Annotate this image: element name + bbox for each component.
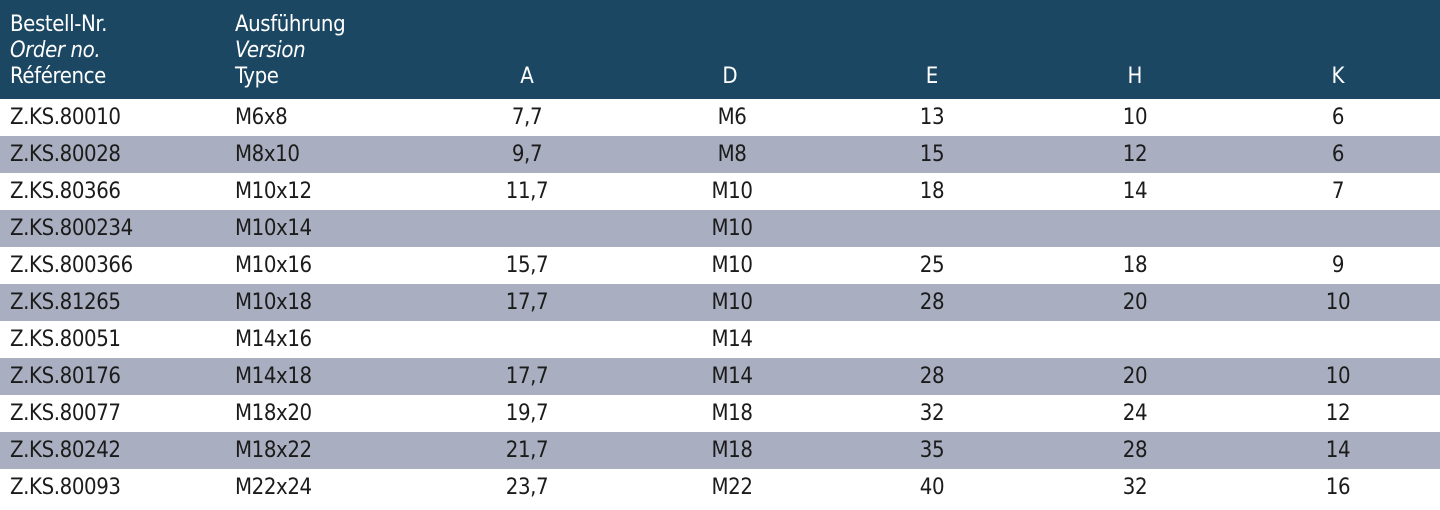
cell-d: M10 bbox=[711, 290, 753, 315]
cell-k: 16 bbox=[1325, 475, 1351, 500]
table-body: Z.KS.80010 M6x8 7,7 M6 13 10 6 Z.KS.80028 M8x10 9… bbox=[0, 99, 1440, 506]
table-row: Z.KS.80176 M14x18 17,7 M14 28 20 10 bbox=[0, 358, 1440, 395]
cell-h: 24 bbox=[1122, 401, 1148, 426]
table-row: Z.KS.80051 M14x16 M14 bbox=[0, 321, 1440, 358]
cell-e: 28 bbox=[919, 290, 945, 315]
cell-e: 40 bbox=[919, 475, 945, 500]
cell-version: M8x10 bbox=[235, 142, 300, 167]
table-header: Bestell-Nr. Order no. Référence Ausführu… bbox=[0, 0, 1440, 99]
cell-a: 19,7 bbox=[505, 401, 549, 426]
cell-d: M18 bbox=[711, 438, 753, 463]
cell-k: 6 bbox=[1331, 105, 1345, 130]
cell-d: M6 bbox=[717, 105, 747, 130]
cell-order-no: Z.KS.800366 bbox=[10, 253, 133, 278]
cell-h: 14 bbox=[1122, 179, 1148, 204]
cell-a: 17,7 bbox=[505, 290, 549, 315]
table-row: Z.KS.81265 M10x18 17,7 M10 28 20 10 bbox=[0, 284, 1440, 321]
table-row: Z.KS.80093 M22x24 23,7 M22 40 32 16 bbox=[0, 469, 1440, 506]
cell-d: M10 bbox=[711, 216, 753, 241]
cell-h: 20 bbox=[1122, 364, 1148, 389]
cell-version: M18x22 bbox=[235, 438, 312, 463]
header-version-fr: Type bbox=[235, 64, 279, 89]
cell-e: 25 bbox=[919, 253, 945, 278]
header-version-en: Version bbox=[235, 38, 306, 63]
cell-h: 18 bbox=[1122, 253, 1148, 278]
cell-version: M10x12 bbox=[235, 179, 312, 204]
table-row: Z.KS.800234 M10x14 M10 bbox=[0, 210, 1440, 247]
cell-k: 7 bbox=[1331, 179, 1345, 204]
header-col-k: K bbox=[1331, 64, 1345, 89]
cell-order-no: Z.KS.80366 bbox=[10, 179, 121, 204]
cell-order-no: Z.KS.800234 bbox=[10, 216, 133, 241]
cell-e: 15 bbox=[919, 142, 945, 167]
cell-d: M14 bbox=[711, 327, 753, 352]
table-row: Z.KS.80077 M18x20 19,7 M18 32 24 12 bbox=[0, 395, 1440, 432]
cell-order-no: Z.KS.80242 bbox=[10, 438, 121, 463]
cell-a: 9,7 bbox=[511, 142, 543, 167]
cell-a: 21,7 bbox=[505, 438, 549, 463]
cell-k: 6 bbox=[1331, 142, 1345, 167]
cell-k: 10 bbox=[1325, 290, 1351, 315]
cell-h: 32 bbox=[1122, 475, 1148, 500]
cell-e: 28 bbox=[919, 364, 945, 389]
cell-k: 9 bbox=[1331, 253, 1345, 278]
cell-version: M10x14 bbox=[235, 216, 312, 241]
cell-d: M10 bbox=[711, 253, 753, 278]
cell-h: 20 bbox=[1122, 290, 1148, 315]
cell-k: 12 bbox=[1325, 401, 1351, 426]
cell-h: 10 bbox=[1122, 105, 1148, 130]
table-row: Z.KS.80028 M8x10 9,7 M8 15 12 6 bbox=[0, 136, 1440, 173]
cell-e: 35 bbox=[919, 438, 945, 463]
cell-a: 7,7 bbox=[511, 105, 543, 130]
cell-a: 11,7 bbox=[505, 179, 549, 204]
table-row: Z.KS.80010 M6x8 7,7 M6 13 10 6 bbox=[0, 99, 1440, 136]
header-col-h: H bbox=[1127, 64, 1143, 89]
table-row: Z.KS.80366 M10x12 11,7 M10 18 14 7 bbox=[0, 173, 1440, 210]
cell-order-no: Z.KS.80176 bbox=[10, 364, 121, 389]
cell-e: 18 bbox=[919, 179, 945, 204]
header-col-e: E bbox=[925, 64, 939, 89]
cell-version: M18x20 bbox=[235, 401, 312, 426]
header-order-en: Order no. bbox=[10, 38, 101, 63]
cell-version: M14x18 bbox=[235, 364, 312, 389]
cell-version: M10x18 bbox=[235, 290, 312, 315]
cell-h: 12 bbox=[1122, 142, 1148, 167]
cell-d: M18 bbox=[711, 401, 753, 426]
cell-a: 23,7 bbox=[505, 475, 549, 500]
cell-order-no: Z.KS.80028 bbox=[10, 142, 121, 167]
cell-version: M14x16 bbox=[235, 327, 312, 352]
cell-version: M22x24 bbox=[235, 475, 312, 500]
cell-order-no: Z.KS.80051 bbox=[10, 327, 121, 352]
header-order-fr: Référence bbox=[10, 64, 106, 89]
header-order-de: Bestell-Nr. bbox=[10, 12, 107, 37]
cell-d: M14 bbox=[711, 364, 753, 389]
cell-k: 10 bbox=[1325, 364, 1351, 389]
cell-h: 28 bbox=[1122, 438, 1148, 463]
cell-order-no: Z.KS.80077 bbox=[10, 401, 121, 426]
cell-a: 15,7 bbox=[505, 253, 549, 278]
cell-a: 17,7 bbox=[505, 364, 549, 389]
table-row: Z.KS.800366 M10x16 15,7 M10 25 18 9 bbox=[0, 247, 1440, 284]
cell-d: M8 bbox=[717, 142, 747, 167]
cell-e: 32 bbox=[919, 401, 945, 426]
header-col-d: D bbox=[722, 64, 738, 89]
cell-order-no: Z.KS.80010 bbox=[10, 105, 121, 130]
cell-k: 14 bbox=[1325, 438, 1351, 463]
table-row: Z.KS.80242 M18x22 21,7 M18 35 28 14 bbox=[0, 432, 1440, 469]
cell-version: M6x8 bbox=[235, 105, 288, 130]
cell-version: M10x16 bbox=[235, 253, 312, 278]
cell-d: M10 bbox=[711, 179, 753, 204]
cell-order-no: Z.KS.80093 bbox=[10, 475, 121, 500]
header-version-de: Ausführung bbox=[235, 12, 346, 37]
cell-e: 13 bbox=[919, 105, 945, 130]
cell-order-no: Z.KS.81265 bbox=[10, 290, 121, 315]
header-col-a: A bbox=[520, 64, 534, 89]
cell-d: M22 bbox=[711, 475, 753, 500]
